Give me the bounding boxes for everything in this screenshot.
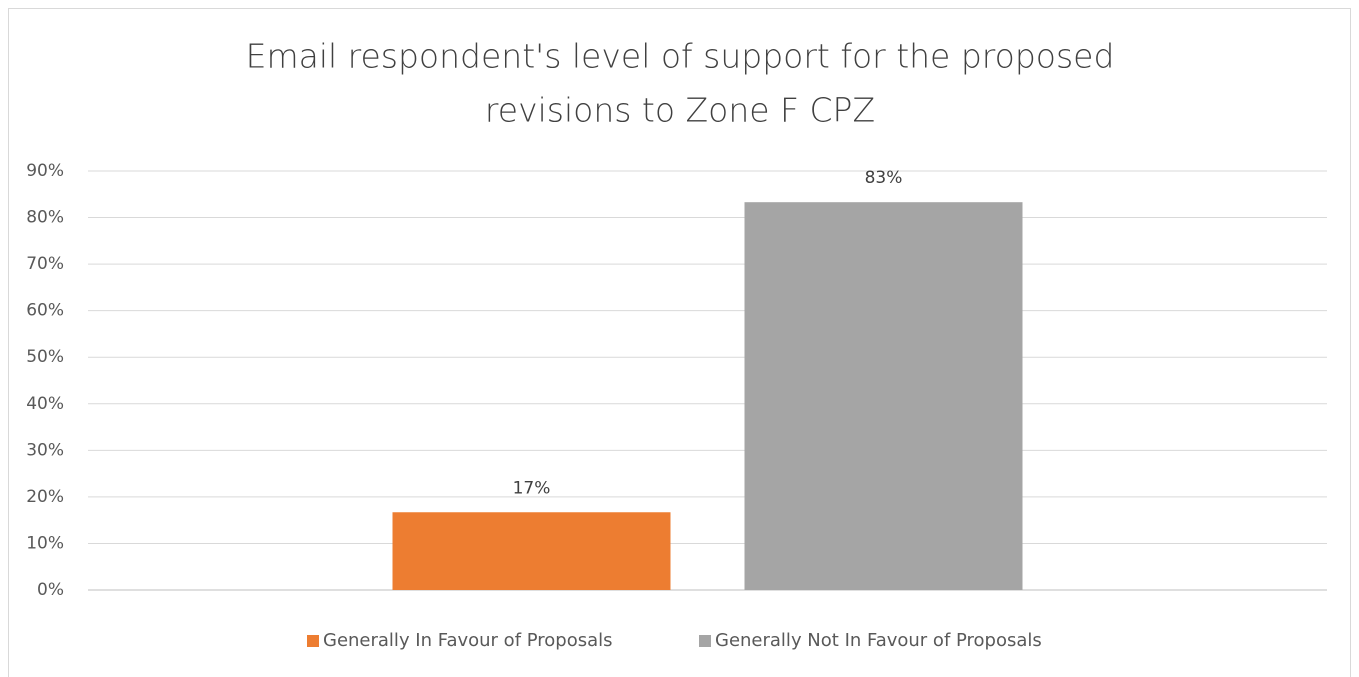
y-tick-label: 80% [26, 208, 64, 228]
legend-label: Generally In Favour of Proposals [323, 630, 613, 651]
y-tick-label: 50% [26, 347, 64, 367]
y-tick-label: 60% [26, 301, 64, 321]
legend-swatch [307, 635, 319, 647]
bar [392, 512, 671, 590]
chart-title: revisions to Zone F CPZ [485, 91, 875, 130]
y-tick-label: 40% [26, 394, 64, 414]
bar [744, 202, 1023, 591]
y-tick-label: 70% [26, 254, 64, 274]
y-tick-label: 30% [26, 440, 64, 460]
y-tick-label: 20% [26, 487, 64, 507]
value-label: 17% [513, 478, 551, 498]
legend-label: Generally Not In Favour of Proposals [715, 630, 1042, 651]
y-tick-label: 10% [26, 533, 64, 553]
y-tick-label: 90% [26, 161, 64, 181]
legend-swatch [699, 635, 711, 647]
chart-border [8, 8, 1351, 677]
y-tick-label: 0% [37, 580, 64, 600]
chart-title: Email respondent's level of support for … [246, 37, 1115, 76]
value-label: 83% [865, 168, 903, 188]
